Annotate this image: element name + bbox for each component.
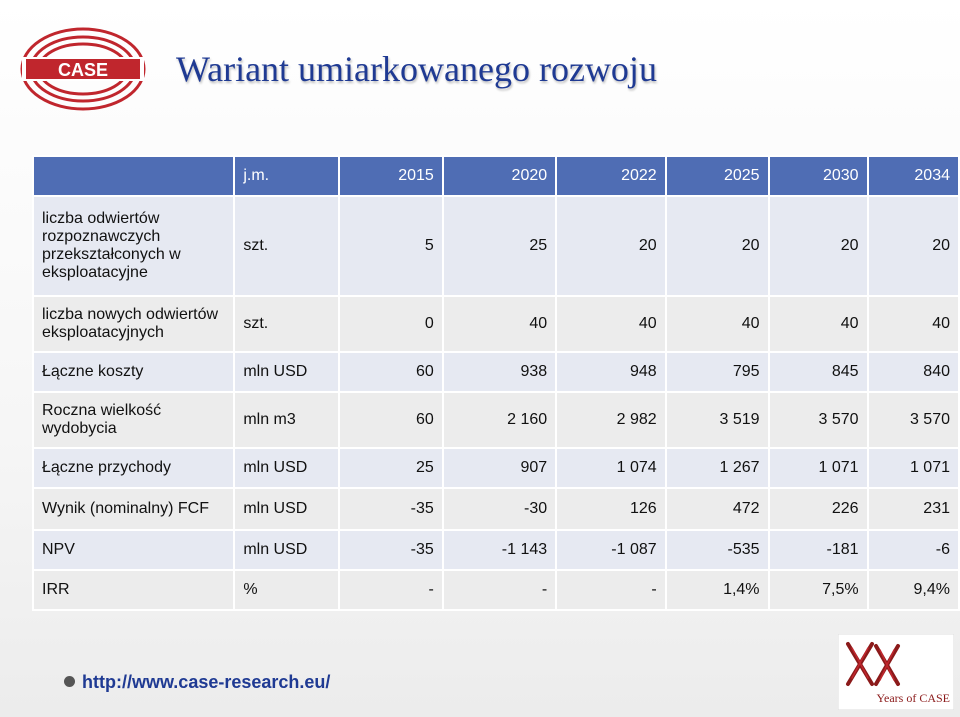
value-cell: 2 982 [555,391,667,449]
value-cell: -30 [441,487,558,531]
header-cell: j.m. [233,155,340,197]
table-row: Roczna wielkość wydobycia mln m3 60 2 16… [31,391,960,449]
unit-cell: mln USD [233,447,340,489]
header-cell: 2020 [441,155,558,197]
value-cell: 40 [664,295,770,353]
value-cell: 907 [441,447,558,489]
value-cell: 126 [555,487,667,531]
table-row: IRR % - - - 1,4% 7,5% 9,4% [31,569,960,611]
value-cell: 40 [866,295,960,353]
page-title: Wariant umiarkowanego rozwoju [176,49,657,89]
header-cell: 2025 [664,155,770,197]
value-cell: -535 [664,529,770,571]
value-cell: 1 074 [555,447,667,489]
anniversary-label: Years of CASE [877,691,950,705]
value-cell: 3 519 [664,391,770,449]
table-row: Wynik (nominalny) FCF mln USD -35 -30 12… [31,487,960,531]
value-cell: -35 [338,529,444,571]
footer-url[interactable]: http://www.case-research.eu/ [82,672,331,692]
table-row: Łączne koszty mln USD 60 938 948 795 845… [31,351,960,393]
row-label: liczba odwiertów rozpoznawczych przekszt… [31,195,236,297]
anniversary-badge: Years of CASE [838,634,954,710]
header-cell: 2030 [767,155,869,197]
value-cell: -35 [338,487,444,531]
row-label: IRR [31,569,236,611]
svg-text:CASE: CASE [58,60,108,80]
value-cell: 1,4% [664,569,770,611]
value-cell: 226 [767,487,869,531]
value-cell: 40 [555,295,667,353]
unit-cell: mln m3 [233,391,340,449]
value-cell: 231 [866,487,960,531]
value-cell: 3 570 [866,391,960,449]
value-cell: 20 [664,195,770,297]
unit-cell: szt. [233,195,340,297]
value-cell: 472 [664,487,770,531]
unit-cell: mln USD [233,351,340,393]
value-cell: 60 [338,351,444,393]
value-cell: 25 [441,195,558,297]
value-cell: 40 [441,295,558,353]
value-cell: 40 [767,295,869,353]
row-label: NPV [31,529,236,571]
value-cell: 1 071 [767,447,869,489]
unit-cell: mln USD [233,529,340,571]
table-row: liczba odwiertów rozpoznawczych przekszt… [31,195,960,297]
table-row: Łączne przychody mln USD 25 907 1 074 1 … [31,447,960,489]
value-cell: - [338,569,444,611]
table-row: NPV mln USD -35 -1 143 -1 087 -535 -181 … [31,529,960,571]
value-cell: 60 [338,391,444,449]
table-row: liczba nowych odwiertów eksploatacyjnych… [31,295,960,353]
results-table: j.m. 2015 2020 2022 2025 2030 2034 liczb… [31,155,960,611]
footer-link[interactable]: http://www.case-research.eu/ [66,672,330,693]
value-cell: 795 [664,351,770,393]
value-cell: 25 [338,447,444,489]
row-label: Łączne przychody [31,447,236,489]
value-cell: -1 143 [441,529,558,571]
row-label: liczba nowych odwiertów eksploatacyjnych [31,295,236,353]
value-cell: 1 267 [664,447,770,489]
header-cell [31,155,236,197]
header-cell: 2015 [338,155,444,197]
value-cell: -6 [866,529,960,571]
value-cell: - [441,569,558,611]
value-cell: -181 [767,529,869,571]
table-header-row: j.m. 2015 2020 2022 2025 2030 2034 [31,155,960,197]
value-cell: 3 570 [767,391,869,449]
value-cell: 7,5% [767,569,869,611]
header-cell: 2034 [866,155,960,197]
row-label: Łączne koszty [31,351,236,393]
value-cell: 5 [338,195,444,297]
value-cell: 840 [866,351,960,393]
row-label: Wynik (nominalny) FCF [31,487,236,531]
value-cell: 1 071 [866,447,960,489]
value-cell: - [555,569,667,611]
row-label: Roczna wielkość wydobycia [31,391,236,449]
value-cell: 938 [441,351,558,393]
value-cell: 20 [767,195,869,297]
unit-cell: mln USD [233,487,340,531]
value-cell: 2 160 [441,391,558,449]
value-cell: 20 [866,195,960,297]
unit-cell: % [233,569,340,611]
case-logo: CASE [20,27,146,111]
value-cell: -1 087 [555,529,667,571]
value-cell: 0 [338,295,444,353]
header-cell: 2022 [555,155,667,197]
value-cell: 948 [555,351,667,393]
unit-cell: szt. [233,295,340,353]
value-cell: 845 [767,351,869,393]
bullet-dot-icon [64,676,75,687]
value-cell: 9,4% [866,569,960,611]
value-cell: 20 [555,195,667,297]
